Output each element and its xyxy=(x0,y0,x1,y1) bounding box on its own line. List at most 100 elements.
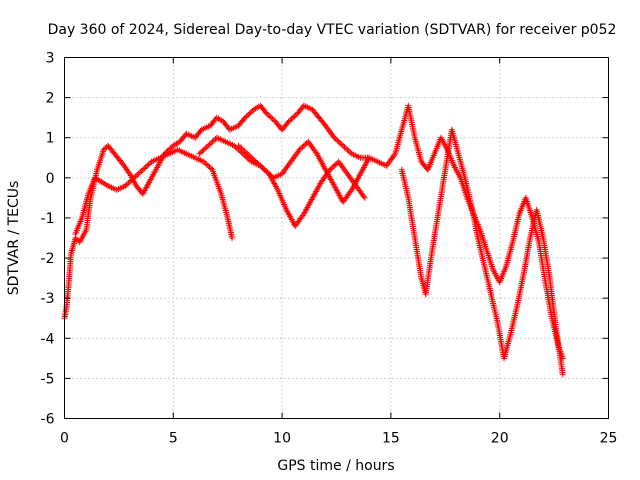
y-axis-label: SDTVAR / TECUs xyxy=(6,181,22,296)
data-point xyxy=(342,145,349,152)
data-point xyxy=(242,114,249,121)
data-point xyxy=(241,116,248,123)
data-point xyxy=(134,172,141,179)
y-tick-label: -6 xyxy=(41,412,55,428)
data-point xyxy=(196,150,203,157)
data-point xyxy=(252,158,259,165)
data-point xyxy=(199,148,206,155)
data-point xyxy=(257,162,264,169)
data-point xyxy=(249,107,256,114)
data-point xyxy=(332,161,339,168)
data-point xyxy=(132,173,139,180)
data-point xyxy=(237,144,244,151)
x-tick-label: 10 xyxy=(273,431,291,447)
data-point xyxy=(248,154,255,161)
data-point xyxy=(337,140,344,147)
data-points xyxy=(61,102,566,378)
data-point xyxy=(209,138,216,145)
x-tick-label: 5 xyxy=(169,431,178,447)
data-point xyxy=(267,172,274,179)
data-point xyxy=(247,109,254,116)
y-tick-label: 1 xyxy=(46,131,55,147)
x-axis-label: GPS time / hours xyxy=(277,458,394,474)
data-point xyxy=(266,113,273,120)
data-point xyxy=(302,141,309,148)
data-point xyxy=(299,144,306,151)
data-point xyxy=(147,160,154,167)
data-point xyxy=(208,140,215,147)
y-tick-label: 3 xyxy=(46,51,55,67)
y-tick-label: 2 xyxy=(46,91,55,107)
data-point xyxy=(251,157,258,164)
data-point xyxy=(126,178,133,185)
data-point xyxy=(206,141,213,148)
data-point xyxy=(245,111,252,118)
data-point xyxy=(332,136,339,143)
data-point xyxy=(263,168,270,175)
data-point xyxy=(202,145,209,152)
data-point xyxy=(297,145,304,152)
data-point xyxy=(205,142,212,149)
x-tick-label: 20 xyxy=(491,431,509,447)
data-point xyxy=(300,142,307,149)
data-point xyxy=(262,109,269,116)
data-point xyxy=(242,149,249,156)
data-point xyxy=(206,164,213,171)
data-point xyxy=(284,120,291,127)
data-point xyxy=(210,137,217,144)
data-point xyxy=(334,137,341,144)
data-point xyxy=(138,168,145,175)
data-point xyxy=(341,144,348,151)
data-point xyxy=(200,158,207,165)
data-point xyxy=(246,110,253,117)
data-point xyxy=(131,174,138,181)
data-point xyxy=(338,141,345,148)
data-point xyxy=(292,111,299,118)
axes: 0 5 10 15 20 25 -6 -5 -4 -3 -2 -1 0 1 2 3 xyxy=(41,51,618,447)
data-point xyxy=(254,160,261,167)
data-point xyxy=(245,152,252,159)
data-point xyxy=(100,146,107,153)
data-point xyxy=(328,165,335,172)
y-tick-label: 0 xyxy=(46,171,55,187)
x-tick-label: 25 xyxy=(600,431,618,447)
data-point xyxy=(122,182,129,189)
data-point xyxy=(287,117,294,124)
y-tick-label: -5 xyxy=(41,371,55,387)
chart-title: Day 360 of 2024, Sidereal Day-to-day VTE… xyxy=(48,22,617,38)
data-point xyxy=(136,169,143,176)
data-point xyxy=(123,181,130,188)
data-point xyxy=(269,116,276,123)
data-point xyxy=(366,154,373,161)
data-point xyxy=(559,371,566,378)
data-point xyxy=(345,148,352,155)
data-point xyxy=(238,145,245,152)
data-point xyxy=(203,161,210,168)
data-point xyxy=(145,161,152,168)
data-point xyxy=(265,111,272,118)
data-point xyxy=(264,169,271,176)
data-point xyxy=(289,114,296,121)
data-point xyxy=(335,138,342,145)
data-point xyxy=(125,180,132,187)
data-point xyxy=(344,146,351,153)
data-point xyxy=(142,164,149,171)
data-point xyxy=(205,162,212,169)
data-point xyxy=(250,156,257,163)
data-point xyxy=(271,117,278,124)
data-point xyxy=(263,110,270,117)
data-point xyxy=(329,164,336,171)
data-point xyxy=(244,150,251,157)
data-point xyxy=(168,144,175,151)
data-point xyxy=(139,166,146,173)
data-point xyxy=(285,118,292,125)
data-point xyxy=(255,161,262,168)
data-point xyxy=(266,170,273,177)
data-point xyxy=(340,142,347,149)
y-tick-label: -3 xyxy=(41,291,55,307)
data-point xyxy=(141,165,148,172)
data-point xyxy=(102,145,109,152)
data-point xyxy=(291,113,298,120)
data-point xyxy=(135,170,142,177)
